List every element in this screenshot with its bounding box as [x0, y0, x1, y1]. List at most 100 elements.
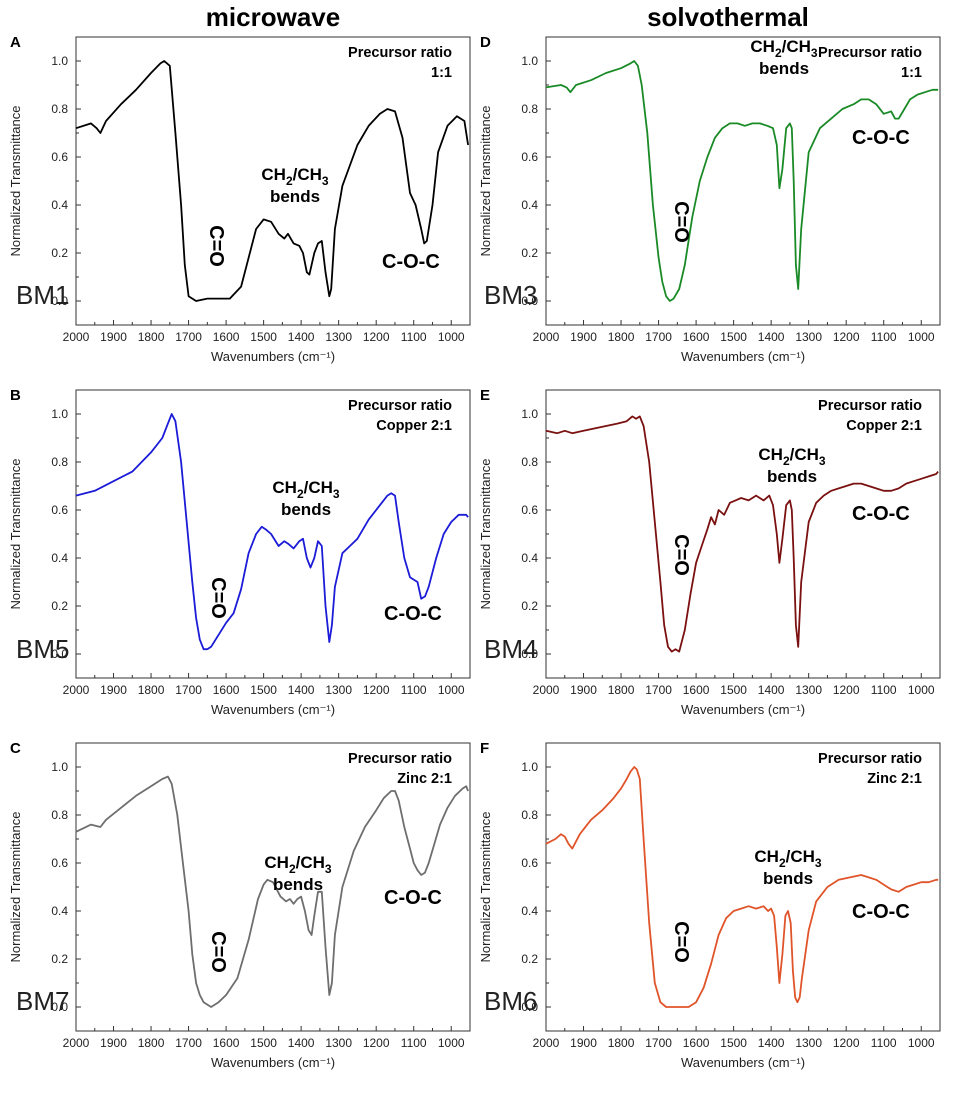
- subscript-bend_sub1: 2: [779, 856, 786, 870]
- column-title-solvothermal: solvothermal: [647, 2, 809, 32]
- panel-b: B 2000 1900 1800 1700 1600 1500 1400 1300 1200 110…: [8, 387, 471, 717]
- x-tick-label: 1800: [608, 330, 635, 344]
- x-tick-label: 1000: [438, 330, 465, 344]
- x-tick-label: 1000: [908, 330, 935, 344]
- subscript-bend_sub2: 3: [322, 174, 329, 188]
- spectrum-line-bm6: [545, 766, 939, 1008]
- x-tick-label: 1100: [401, 330, 427, 344]
- bends-label: bends: [273, 875, 323, 894]
- sample-label: BM3: [484, 280, 537, 310]
- y-tick-label: 0.2: [521, 246, 538, 260]
- ether-label: C-O-C: [852, 503, 910, 525]
- x-tick-label: 1400: [758, 330, 785, 344]
- x-tick-label: 1100: [871, 330, 897, 344]
- subscript-bend_sub2: 3: [325, 862, 332, 876]
- x-tick-label: 2000: [63, 683, 90, 697]
- y-tick-label: 0.4: [51, 551, 68, 565]
- x-tick-label: 1800: [138, 683, 165, 697]
- y-tick-label: 0.8: [51, 102, 68, 116]
- panel-c: C 2000 1900 1800 1700 1600 1500 1400 1300 1200 110…: [8, 740, 471, 1070]
- bends-label: bends: [281, 500, 331, 519]
- x-tick-label: 1600: [683, 1036, 710, 1050]
- precursor-ratio-value: 1:1: [901, 65, 922, 81]
- label-part-bend_top: CH: [264, 853, 289, 872]
- spectrum-line-bm1: [75, 60, 469, 302]
- precursor-ratio-title: Precursor ratio: [818, 751, 922, 767]
- x-tick-label: 1100: [401, 683, 427, 697]
- y-axis-label: Normalized Transmittance: [8, 459, 23, 610]
- x-tick-label: 1300: [795, 330, 822, 344]
- y-tick-label: 0.8: [521, 455, 538, 469]
- spectrum-line-bm7: [75, 775, 469, 1008]
- precursor-ratio-title: Precursor ratio: [818, 45, 922, 61]
- x-tick-label: 2000: [533, 683, 560, 697]
- x-tick-label: 1400: [758, 683, 785, 697]
- y-tick-label: 0.4: [521, 904, 538, 918]
- y-axis-label: Normalized Transmittance: [8, 812, 23, 963]
- x-tick-label: 1400: [288, 330, 315, 344]
- precursor-ratio-value: 1:1: [431, 65, 452, 81]
- precursor-ratio-title: Precursor ratio: [348, 45, 452, 61]
- x-tick-label: 1700: [175, 683, 202, 697]
- y-tick-label: 0.6: [521, 856, 538, 870]
- ch2-ch3-label: CH2/CH3: [754, 847, 822, 870]
- precursor-ratio-value: Zinc 2:1: [867, 771, 922, 787]
- ether-label: C-O-C: [852, 127, 910, 149]
- ch2-ch3-label: CH2/CH3: [272, 478, 340, 501]
- spectrum-line-bm5: [75, 413, 469, 651]
- x-tick-label: 1600: [213, 1036, 240, 1050]
- plot-frame: [545, 36, 941, 326]
- subscript-bend_sub1: 2: [775, 46, 782, 60]
- x-axis-label: Wavenumbers (cm⁻¹): [681, 1055, 805, 1070]
- carbonyl-label: C=O: [207, 931, 229, 973]
- precursor-ratio-value: Copper 2:1: [376, 418, 452, 434]
- x-axis-label: Wavenumbers (cm⁻¹): [211, 349, 335, 364]
- x-tick-label: 1000: [438, 683, 465, 697]
- x-tick-label: 1700: [175, 1036, 202, 1050]
- y-tick-label: 0.2: [51, 599, 68, 613]
- label-part-bend_mid: /CH: [786, 847, 815, 866]
- x-tick-label: 1900: [570, 1036, 597, 1050]
- x-tick-label: 1400: [758, 1036, 785, 1050]
- y-tick-label: 0.2: [51, 246, 68, 260]
- x-tick-label: 1300: [325, 330, 352, 344]
- spectrum-line-bm4: [545, 415, 939, 653]
- x-tick-label: 1300: [325, 683, 352, 697]
- x-tick-label: 1700: [645, 683, 672, 697]
- x-axis-label: Wavenumbers (cm⁻¹): [211, 1055, 335, 1070]
- carbonyl-label: C=O: [670, 534, 692, 576]
- x-tick-label: 1000: [908, 683, 935, 697]
- x-tick-label: 1900: [570, 683, 597, 697]
- sample-label: BM4: [484, 634, 537, 664]
- y-tick-label: 0.4: [51, 198, 68, 212]
- carbonyl-label: C=O: [670, 201, 692, 243]
- ch2-ch3-label: CH2/CH3: [750, 37, 818, 60]
- ch2-ch3-label: CH2/CH3: [758, 445, 826, 468]
- x-tick-label: 1500: [720, 1036, 747, 1050]
- x-tick-label: 1600: [683, 683, 710, 697]
- ch2-ch3-label: CH2/CH3: [264, 853, 332, 876]
- ether-label: C-O-C: [382, 251, 440, 273]
- x-tick-label: 1700: [175, 330, 202, 344]
- panel-letter: E: [480, 387, 490, 404]
- carbonyl-label: C=O: [207, 577, 229, 619]
- y-tick-label: 0.0: [51, 647, 68, 661]
- x-tick-label: 1100: [401, 1036, 427, 1050]
- x-tick-label: 1200: [833, 330, 860, 344]
- panel-letter: D: [480, 34, 491, 51]
- subscript-bend_sub2: 3: [333, 487, 340, 501]
- panel-a: A 2000 1900 1800 1700 1600 1500 1400 1300 1200 110…: [8, 34, 471, 364]
- label-part-bend_top: CH: [758, 445, 783, 464]
- y-tick-label: 0.6: [51, 503, 68, 517]
- x-tick-label: 1900: [570, 330, 597, 344]
- panel-d: D 2000 1900 1800 1700 1600 1500 1400 1300 1200 110…: [478, 34, 941, 364]
- bends-label: bends: [763, 869, 813, 888]
- x-tick-label: 1100: [871, 683, 897, 697]
- panel-f: F 2000 1900 1800 1700 1600 1500 1400 1300 1200 110…: [478, 740, 941, 1070]
- y-tick-label: 1.0: [51, 407, 68, 421]
- x-tick-label: 1500: [250, 1036, 277, 1050]
- y-tick-label: 0.4: [51, 904, 68, 918]
- y-tick-label: 0.4: [521, 198, 538, 212]
- x-tick-label: 1800: [608, 1036, 635, 1050]
- label-part-bend_top: CH: [261, 165, 286, 184]
